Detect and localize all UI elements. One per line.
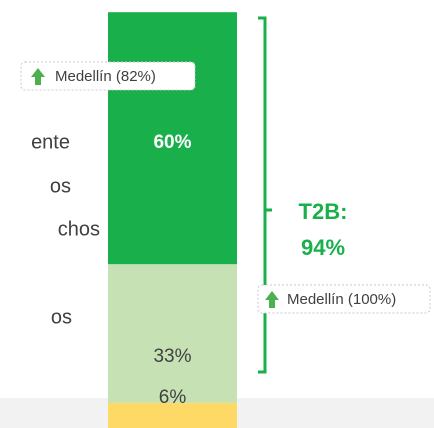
value-label: 60% <box>153 132 191 153</box>
bracket-label: T2B: <box>299 199 348 224</box>
callout: Medellín (82%) <box>20 61 196 91</box>
side-text: os <box>50 175 71 197</box>
callout-box <box>257 284 431 314</box>
up-arrow <box>31 68 45 85</box>
side-text: ente <box>31 131 70 153</box>
callout-text: Medellín (100%) <box>287 291 396 308</box>
side-text: chos <box>58 218 100 240</box>
bar-segment <box>108 264 237 403</box>
bar-segment <box>108 402 237 428</box>
bracket <box>258 16 272 374</box>
value-label: 33% <box>153 346 191 367</box>
bracket-value: 94% <box>301 235 345 260</box>
callout: Medellín (100%) <box>257 284 431 314</box>
up-arrow <box>265 291 279 308</box>
bar-segment <box>108 12 237 265</box>
callout-text: Medellín (82%) <box>55 68 156 85</box>
side-text: os <box>51 306 72 328</box>
value-label: 6% <box>159 387 187 408</box>
callout-box <box>20 61 196 91</box>
